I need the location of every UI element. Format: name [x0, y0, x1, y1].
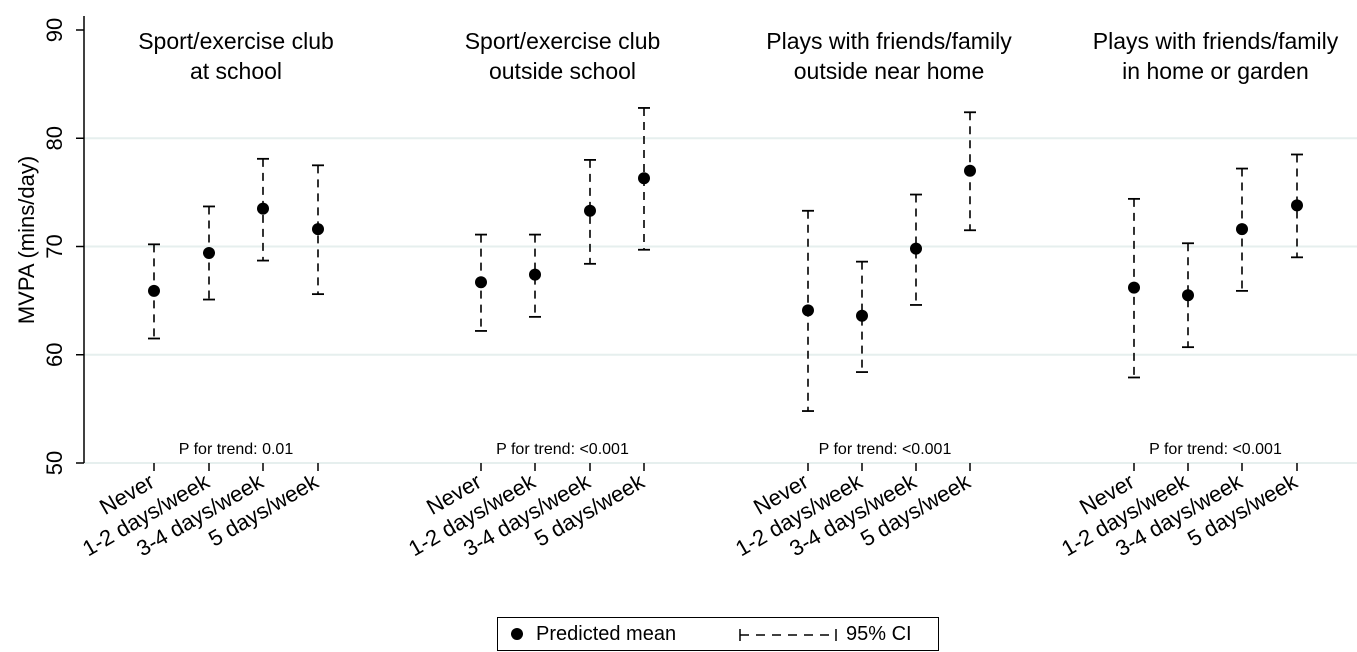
mean-point — [1291, 199, 1303, 212]
mean-point — [203, 246, 215, 259]
panel-title: Sport/exercise club — [465, 28, 661, 54]
legend-label-predicted-mean: Predicted mean — [536, 623, 677, 645]
predicted-mean-marker-icon — [511, 628, 523, 640]
y-tick-label: 60 — [42, 343, 67, 367]
p-for-trend-annotation: P for trend: <0.001 — [1149, 441, 1282, 458]
mean-point — [910, 242, 922, 255]
y-tick-label: 80 — [42, 126, 67, 150]
panel-title: at school — [190, 58, 282, 84]
p-for-trend-annotation: P for trend: <0.001 — [496, 441, 629, 458]
panel-title: in home or garden — [1122, 58, 1309, 84]
mean-point — [964, 164, 976, 177]
p-for-trend-annotation: P for trend: <0.001 — [819, 441, 952, 458]
mean-point — [475, 276, 487, 289]
panel-3: Plays with friends/family outside near ho… — [731, 28, 1012, 561]
panel-title: Plays with friends/family — [766, 28, 1012, 54]
mean-point — [856, 309, 868, 322]
y-axis-label: MVPA (mins/day) — [14, 156, 39, 324]
legend: Predicted mean 95% CI — [497, 617, 939, 651]
gridlines — [84, 137, 1357, 464]
panel-title: outside school — [489, 58, 636, 84]
panel-title: outside near home — [794, 58, 985, 84]
mean-point — [257, 202, 269, 215]
ci-line-icon — [739, 629, 837, 641]
mean-point — [148, 284, 160, 297]
panel-1: Sport/exercise club at school P for trend:… — [78, 28, 334, 561]
mean-point — [1128, 281, 1140, 294]
y-axis: 50 60 70 80 90 — [42, 16, 85, 475]
y-tick-label: 50 — [42, 451, 67, 475]
mean-point — [584, 204, 596, 217]
y-tick-label: 90 — [42, 18, 67, 42]
panel-title: Sport/exercise club — [138, 28, 334, 54]
mean-point — [802, 304, 814, 317]
mean-point — [312, 223, 324, 236]
legend-label-95-ci: 95% CI — [846, 623, 912, 645]
mean-point — [1236, 223, 1248, 236]
panel-4: Plays with friends/family in home or gard… — [1057, 28, 1339, 561]
mean-point — [1182, 289, 1194, 302]
p-for-trend-annotation: P for trend: 0.01 — [179, 441, 294, 458]
panel-title: Plays with friends/family — [1093, 28, 1339, 54]
mean-point — [529, 268, 541, 281]
panel-2: Sport/exercise club outside school P for t… — [404, 28, 660, 561]
mean-point — [638, 172, 650, 185]
y-tick-label: 70 — [42, 234, 67, 258]
panels: Sport/exercise club at school P for trend:… — [78, 28, 1339, 561]
